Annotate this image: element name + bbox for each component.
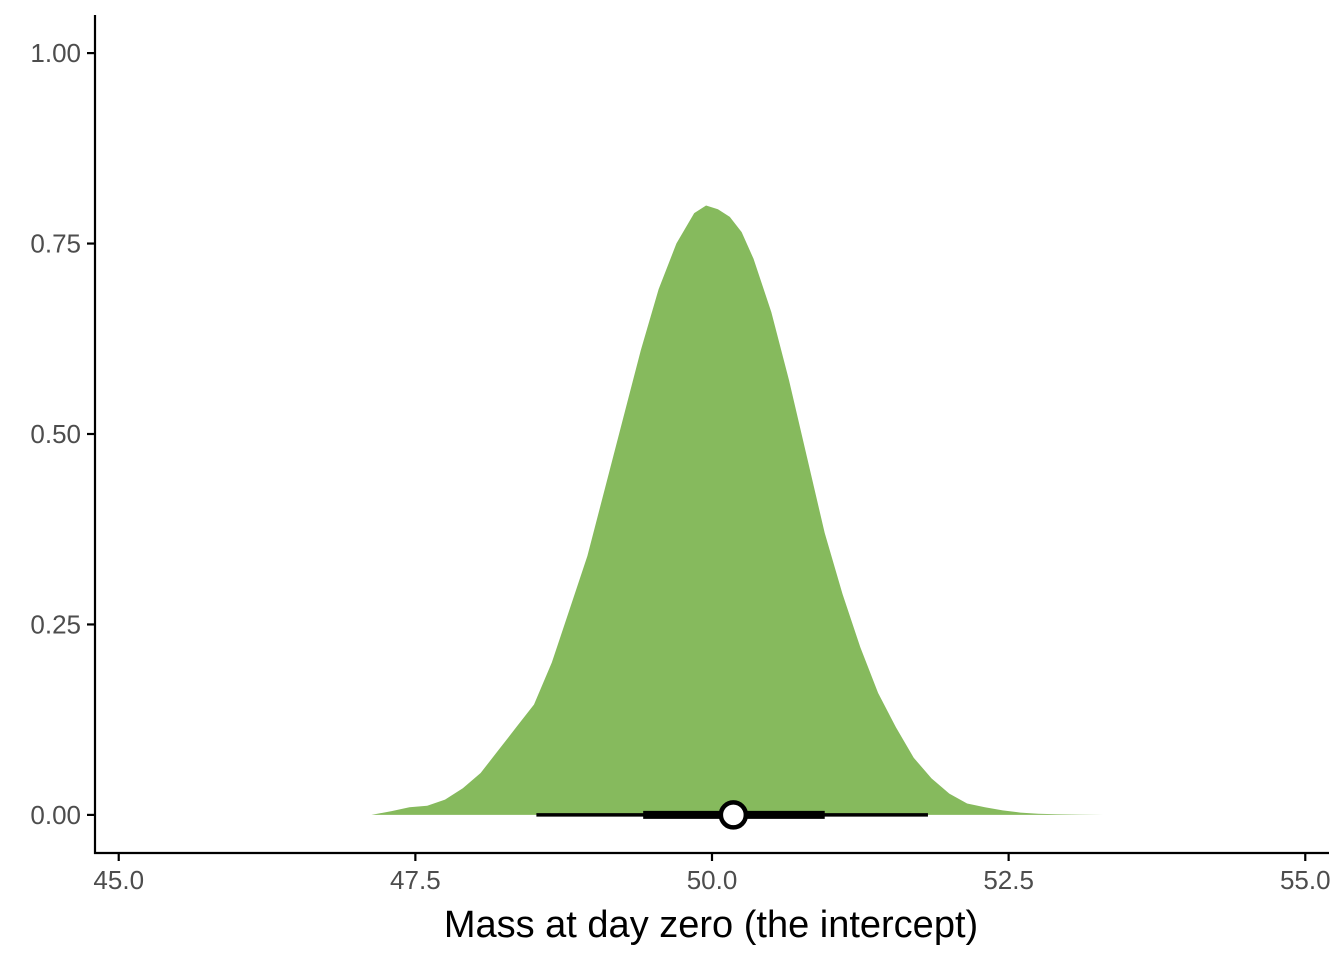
x-tick-label: 55.0: [1280, 865, 1331, 895]
axes: 0.00 0.25 0.50 0.75 1.00 45.0 47.5 50.0 52.5 55.0: [30, 15, 1331, 895]
density-layer: [371, 205, 1122, 815]
x-tick-label: 45.0: [93, 865, 144, 895]
x-tick-label: 50.0: [687, 865, 738, 895]
y-tick-label: 0.00: [30, 800, 81, 830]
y-tick-label: 1.00: [30, 38, 81, 68]
y-tick-label: 0.50: [30, 419, 81, 449]
density-area: [371, 205, 1122, 815]
point-interval: [536, 800, 928, 830]
y-tick-label: 0.75: [30, 229, 81, 259]
x-axis-title: Mass at day zero (the intercept): [444, 904, 978, 946]
x-tick-label: 47.5: [390, 865, 441, 895]
y-tick-label: 0.25: [30, 609, 81, 639]
x-tick-label: 52.5: [983, 865, 1034, 895]
median-point: [718, 800, 749, 830]
